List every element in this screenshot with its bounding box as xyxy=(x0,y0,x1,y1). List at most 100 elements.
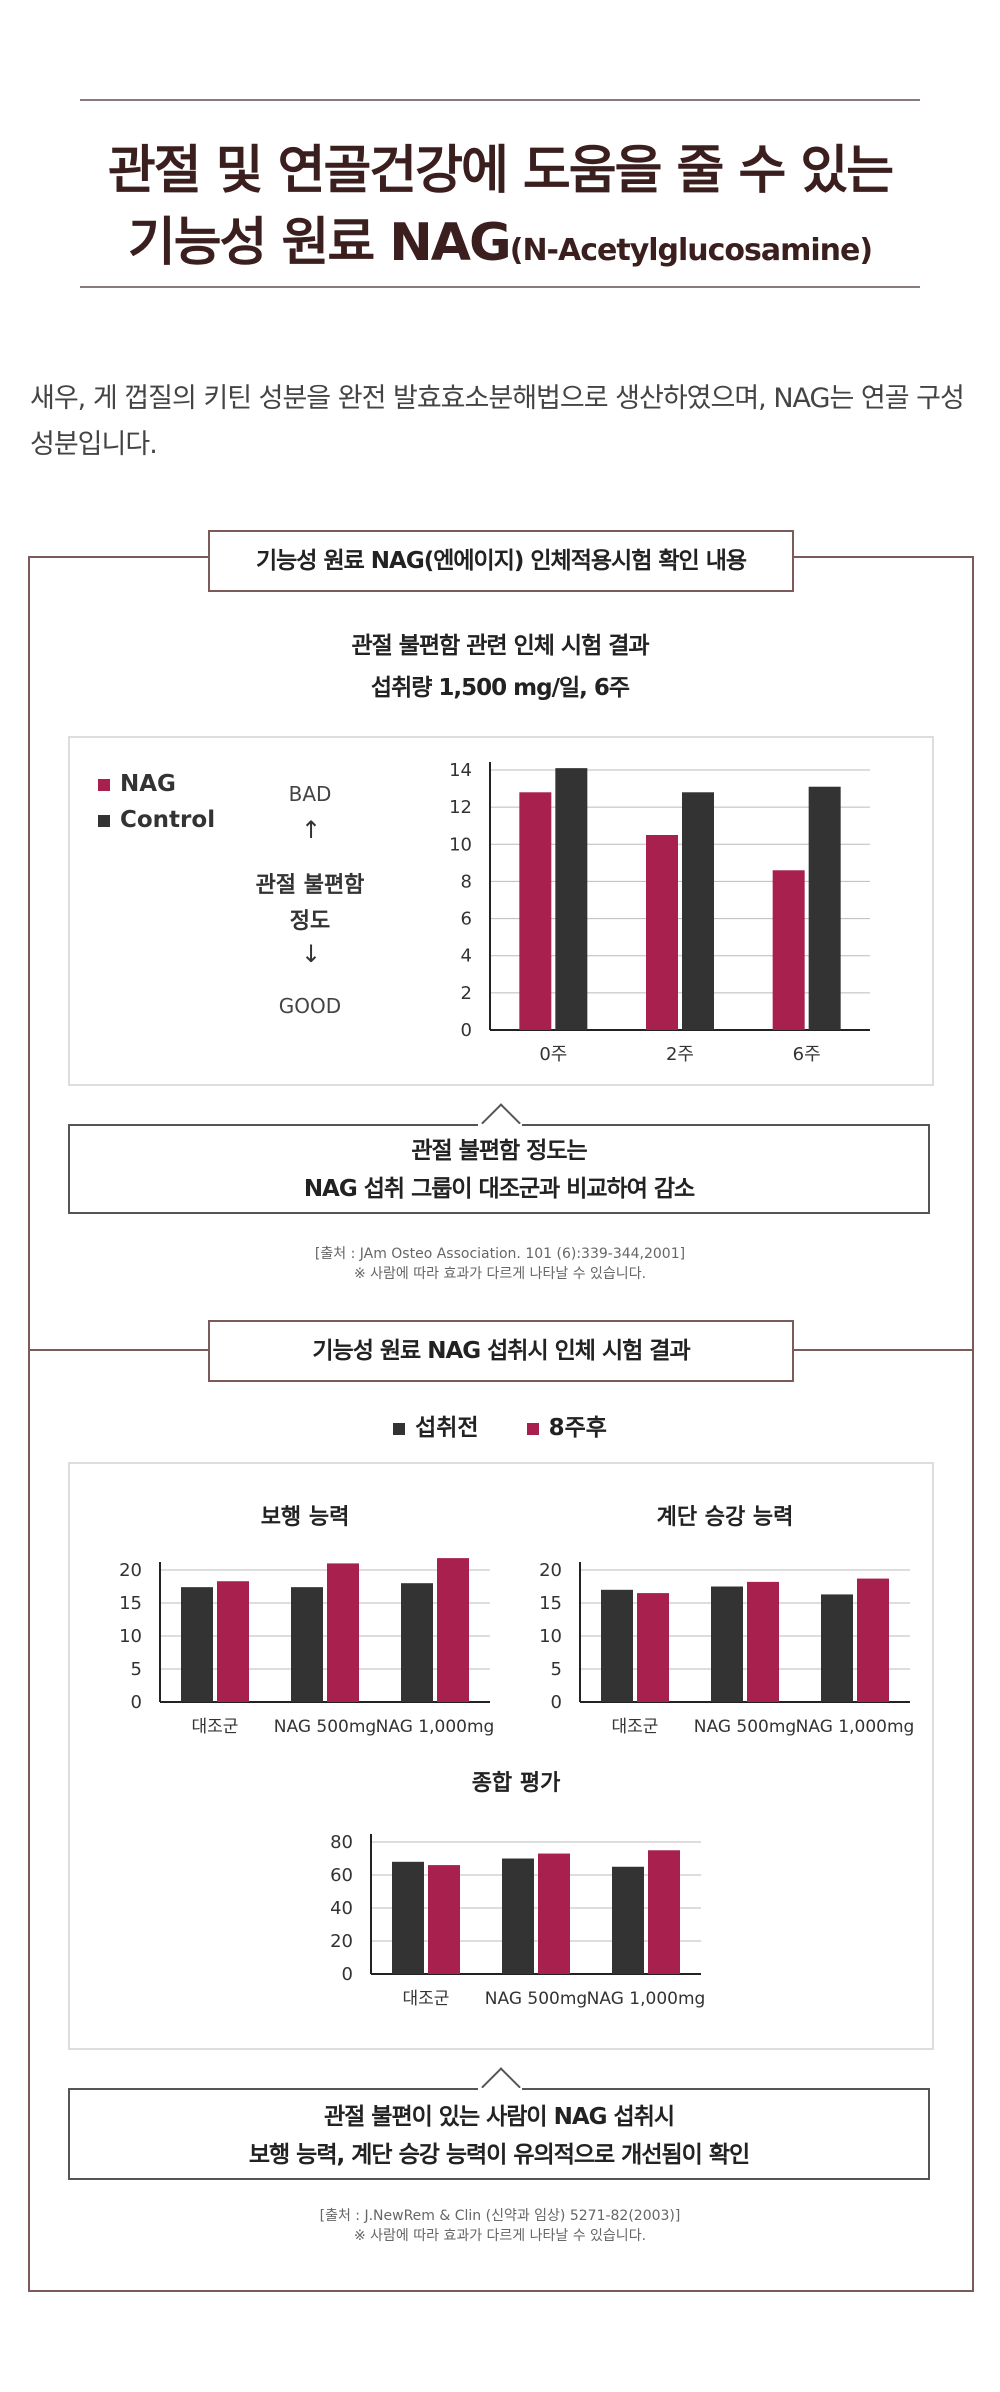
section1-label: 기능성 원료 NAG(엔에이지) 인체적용시험 확인 내용 xyxy=(208,530,794,592)
bar-a xyxy=(392,1861,424,1974)
chart1-panel: NAG Control BAD ↑ 관절 불편함 정도 ↓ GOOD 0 2 4 6 8… xyxy=(68,736,934,1086)
scale-label-line2: 정도 xyxy=(289,909,331,934)
section1-heading2: 섭취량 1,500 mg/일, 6주 xyxy=(370,675,630,701)
legend-swatch xyxy=(393,1423,406,1435)
scale-good: GOOD xyxy=(278,994,342,1018)
x-tick-label: 6주 xyxy=(793,1044,821,1065)
source1-line1: [출처 : JAm Osteo Association. 101 (6):339… xyxy=(314,1246,686,1262)
page-title-line2: 기능성 원료 NAG(N-Acetylglucosamine) xyxy=(0,200,1000,275)
chart-title: 보행 능력 xyxy=(261,1505,350,1530)
bar-a xyxy=(821,1594,853,1702)
legend-item-nag: NAG xyxy=(98,766,215,802)
y-tick-label: 15 xyxy=(539,1593,562,1614)
title-main: 기능성 원료 NAG xyxy=(127,213,512,273)
y-tick-label: 20 xyxy=(330,1931,353,1952)
legend-swatch xyxy=(98,815,110,827)
chart2-panel: 보행 능력 0 5 10 15 20 대조군 NAG 500mg NAG 1,000mg 계단 … xyxy=(68,1462,934,2050)
bar-a xyxy=(646,835,678,1030)
callout1: 관절 불편함 정도는 NAG 섭취 그룹이 대조군과 비교하여 감소 xyxy=(68,1124,930,1214)
page-title-line1: 관절 및 연골건강에 도움을 줄 수 있는 xyxy=(107,141,894,201)
notch-cover xyxy=(478,2088,522,2092)
legend-label: 섭취전 xyxy=(415,1415,479,1441)
bar-b xyxy=(437,1558,469,1702)
y-tick-label: 2 xyxy=(461,983,472,1004)
bar-a xyxy=(502,1858,534,1974)
bar-a xyxy=(181,1587,213,1702)
source2-line1: [출처 : J.NewRem & Clin (신약과 임상) 5271-82(2… xyxy=(319,2208,681,2224)
y-tick-label: 60 xyxy=(330,1865,353,1886)
source1-line2: ※ 사람에 따라 효과가 다르게 나타날 수 있습니다. xyxy=(353,1266,647,1282)
legend-swatch xyxy=(98,779,110,791)
y-tick-label: 15 xyxy=(119,1593,142,1614)
bar-b xyxy=(327,1563,359,1702)
chart1-legend: NAG Control xyxy=(98,766,215,838)
scale-label-line1: 관절 불편함 xyxy=(255,873,365,898)
y-tick-label: 0 xyxy=(131,1692,142,1713)
y-tick-label: 0 xyxy=(551,1692,562,1713)
bar-a xyxy=(711,1586,743,1702)
callout1-line1: 관절 불편함 정도는 xyxy=(411,1138,587,1164)
y-tick-label: 5 xyxy=(131,1659,142,1680)
y-tick-label: 8 xyxy=(461,871,472,892)
bar-b xyxy=(648,1850,680,1974)
x-tick-label: 2주 xyxy=(666,1044,694,1065)
section2-label: 기능성 원료 NAG 섭취시 인체 시험 결과 xyxy=(208,1320,794,1382)
x-tick-label: NAG 1,000mg xyxy=(796,1717,915,1737)
y-tick-label: 14 xyxy=(449,760,472,781)
bar-a xyxy=(601,1589,633,1702)
chart1-svg: 0 2 4 6 8 10 12 14 0주 2주 6주 xyxy=(449,760,870,1065)
x-tick-label: NAG 1,000mg xyxy=(376,1717,495,1737)
scale-label: 관절 불편함 정도 xyxy=(245,868,375,940)
y-tick-label: 20 xyxy=(119,1560,142,1581)
bar-a xyxy=(612,1866,644,1974)
bar-b xyxy=(637,1593,669,1702)
bar-b xyxy=(747,1581,779,1702)
callout2: 관절 불편이 있는 사람이 NAG 섭취시 보행 능력, 계단 승강 능력이 유… xyxy=(68,2088,930,2180)
chart-title: 종합 평가 xyxy=(472,1770,561,1796)
y-tick-label: 5 xyxy=(551,1659,562,1680)
y-tick-label: 0 xyxy=(342,1964,353,1985)
x-tick-label: 대조군 xyxy=(612,1717,659,1737)
legend-item-after: 8주후 xyxy=(526,1408,607,1442)
section1-heading1: 관절 불편함 관련 인체 시험 결과 xyxy=(351,633,649,659)
x-tick-label: 대조군 xyxy=(192,1717,239,1737)
bar-b xyxy=(555,768,588,1030)
bar-a xyxy=(401,1583,433,1702)
chart2-legend: 섭취전 8주후 xyxy=(0,1408,1000,1442)
scale-bad: BAD xyxy=(288,782,332,806)
bar-b xyxy=(808,786,841,1030)
callout1-line2: NAG 섭취 그룹이 대조군과 비교하여 감소 xyxy=(303,1176,695,1202)
arrow-down-icon: ↓ xyxy=(301,940,322,968)
stairs-chart-svg: 계단 승강 능력 0 5 10 15 20 대조군 NAG 500mg NAG 1,000mg xyxy=(539,1505,915,1737)
y-tick-label: 0 xyxy=(461,1020,472,1041)
y-tick-label: 6 xyxy=(461,909,472,930)
source2-line2: ※ 사람에 따라 효과가 다르게 나타날 수 있습니다. xyxy=(353,2228,647,2244)
arrow-up-icon: ↑ xyxy=(301,816,322,844)
intro-text: 새우, 게 껍질의 키틴 성분을 완전 발효효소분해법으로 생산하였으며, NA… xyxy=(30,383,965,460)
legend-item-control: Control xyxy=(98,802,215,838)
bar-b xyxy=(857,1578,889,1702)
y-tick-label: 20 xyxy=(539,1560,562,1581)
top-divider xyxy=(80,99,920,101)
callout2-line2: 보행 능력, 계단 승강 능력이 유의적으로 개선됨이 확인 xyxy=(248,2142,750,2168)
source1: [출처 : JAm Osteo Association. 101 (6):339… xyxy=(0,1244,1000,1284)
bar-a xyxy=(519,792,552,1030)
x-tick-label: NAG 500mg xyxy=(274,1717,376,1737)
bottom-divider xyxy=(80,286,920,288)
chart-title: 계단 승강 능력 xyxy=(657,1505,794,1530)
y-tick-label: 40 xyxy=(330,1898,353,1919)
y-tick-label: 10 xyxy=(119,1626,142,1647)
x-tick-label: 대조군 xyxy=(403,1989,450,2009)
source2: [출처 : J.NewRem & Clin (신약과 임상) 5271-82(2… xyxy=(0,2206,1000,2246)
notch-cover xyxy=(478,1124,522,1128)
bar-a xyxy=(772,870,805,1030)
bar-a xyxy=(291,1587,323,1702)
walking-chart-svg: 보행 능력 0 5 10 15 20 대조군 NAG 500mg NAG 1,000mg xyxy=(119,1505,495,1737)
legend-label: Control xyxy=(120,807,216,833)
x-tick-label: NAG 1,000mg xyxy=(587,1989,706,2009)
legend-label: 8주후 xyxy=(548,1415,607,1441)
x-tick-label: NAG 500mg xyxy=(694,1717,796,1737)
x-tick-label: 0주 xyxy=(539,1044,567,1065)
legend-label: NAG xyxy=(120,771,176,797)
legend-swatch xyxy=(526,1423,539,1435)
